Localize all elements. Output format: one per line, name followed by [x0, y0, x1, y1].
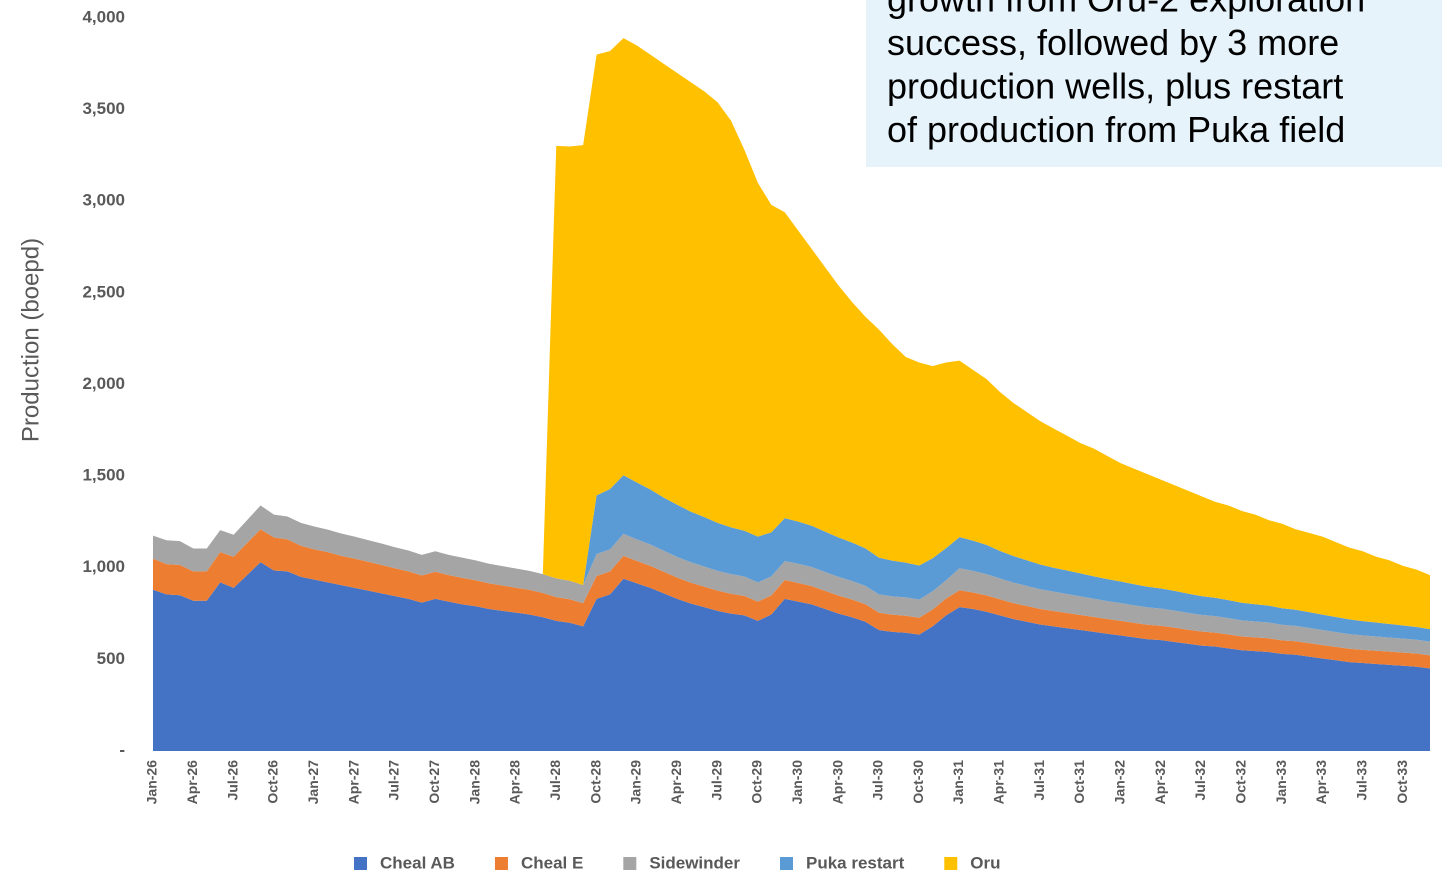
annotation-box	[866, 0, 1442, 167]
area	[153, 529, 1430, 669]
area	[153, 475, 1430, 642]
legend-label: Puka restart	[806, 853, 905, 872]
x-tick-label: Jul-28	[547, 760, 563, 801]
x-tick-label: Jul-30	[870, 760, 886, 801]
annotation-text: success, followed by 3 more	[887, 22, 1339, 63]
x-tick-label: Apr-28	[507, 760, 523, 805]
x-tick-label: Apr-29	[668, 760, 684, 805]
y-tick-label: 4,000	[82, 7, 125, 26]
annotation-text: of production from Puka field	[887, 109, 1345, 150]
y-tick-label: 3,500	[82, 99, 125, 118]
area	[153, 38, 1430, 630]
x-tick-label: Oct-32	[1233, 760, 1249, 804]
legend-swatch	[623, 857, 637, 870]
annotation-text: growth from Oru-2 exploration	[887, 0, 1365, 20]
y-tick-label: 1,500	[82, 466, 125, 485]
x-tick-label: Jul-31	[1031, 760, 1047, 801]
x-tick-label: Jul-29	[708, 760, 724, 801]
legend-swatch	[354, 857, 367, 870]
x-tick-label: Jul-33	[1353, 760, 1369, 801]
y-tick-label: 1,000	[82, 557, 125, 576]
legend-label: Sidewinder	[649, 853, 740, 872]
legend-swatch	[944, 857, 958, 870]
x-tick-label: Oct-28	[587, 760, 603, 804]
x-tick-label: Apr-31	[991, 760, 1007, 805]
x-tick-label: Jan-28	[466, 760, 482, 805]
x-tick-label: Apr-30	[829, 760, 845, 805]
x-tick-label: Jan-32	[1112, 760, 1128, 805]
x-tick-label: Jan-33	[1273, 760, 1289, 805]
x-tick-label: Jan-26	[144, 760, 160, 805]
legend-swatch	[780, 857, 793, 870]
x-tick-label: Jul-27	[386, 760, 402, 801]
y-tick-label: 500	[97, 649, 125, 668]
x-tick-label: Oct-31	[1071, 760, 1087, 804]
legend-label: Cheal AB	[380, 853, 455, 872]
annotation-text: production wells, plus restart	[887, 66, 1343, 107]
x-tick-label: Jan-31	[950, 760, 966, 805]
legend-label: Cheal E	[521, 853, 583, 872]
y-axis-label: Production (boepd)	[17, 238, 44, 442]
x-tick-label: Jul-26	[224, 760, 240, 801]
legend-swatch	[494, 857, 508, 870]
y-tick-label: -	[119, 740, 125, 759]
plot-area	[153, 38, 1430, 751]
y-tick-label: 2,500	[82, 282, 125, 301]
x-tick-label: Oct-26	[265, 760, 281, 804]
x-tick-label: Apr-32	[1152, 760, 1168, 805]
x-tick-label: Jul-32	[1192, 760, 1208, 801]
x-tick-label: Oct-30	[910, 760, 926, 804]
y-tick-label: 2,000	[82, 374, 125, 393]
legend-label: Oru	[970, 853, 1000, 872]
x-tick-label: Apr-33	[1313, 760, 1329, 805]
x-tick-label: Jan-27	[305, 760, 321, 805]
x-tick-label: Oct-29	[749, 760, 765, 804]
x-tick-label: Jan-29	[628, 760, 644, 805]
y-tick-label: 3,000	[82, 191, 125, 210]
x-tick-label: Oct-33	[1394, 760, 1410, 804]
x-tick-label: Jan-30	[789, 760, 805, 805]
area	[153, 505, 1430, 656]
area	[153, 562, 1430, 751]
x-tick-label: Oct-27	[426, 760, 442, 804]
x-tick-label: Apr-27	[345, 760, 361, 805]
x-tick-label: Apr-26	[184, 760, 200, 805]
